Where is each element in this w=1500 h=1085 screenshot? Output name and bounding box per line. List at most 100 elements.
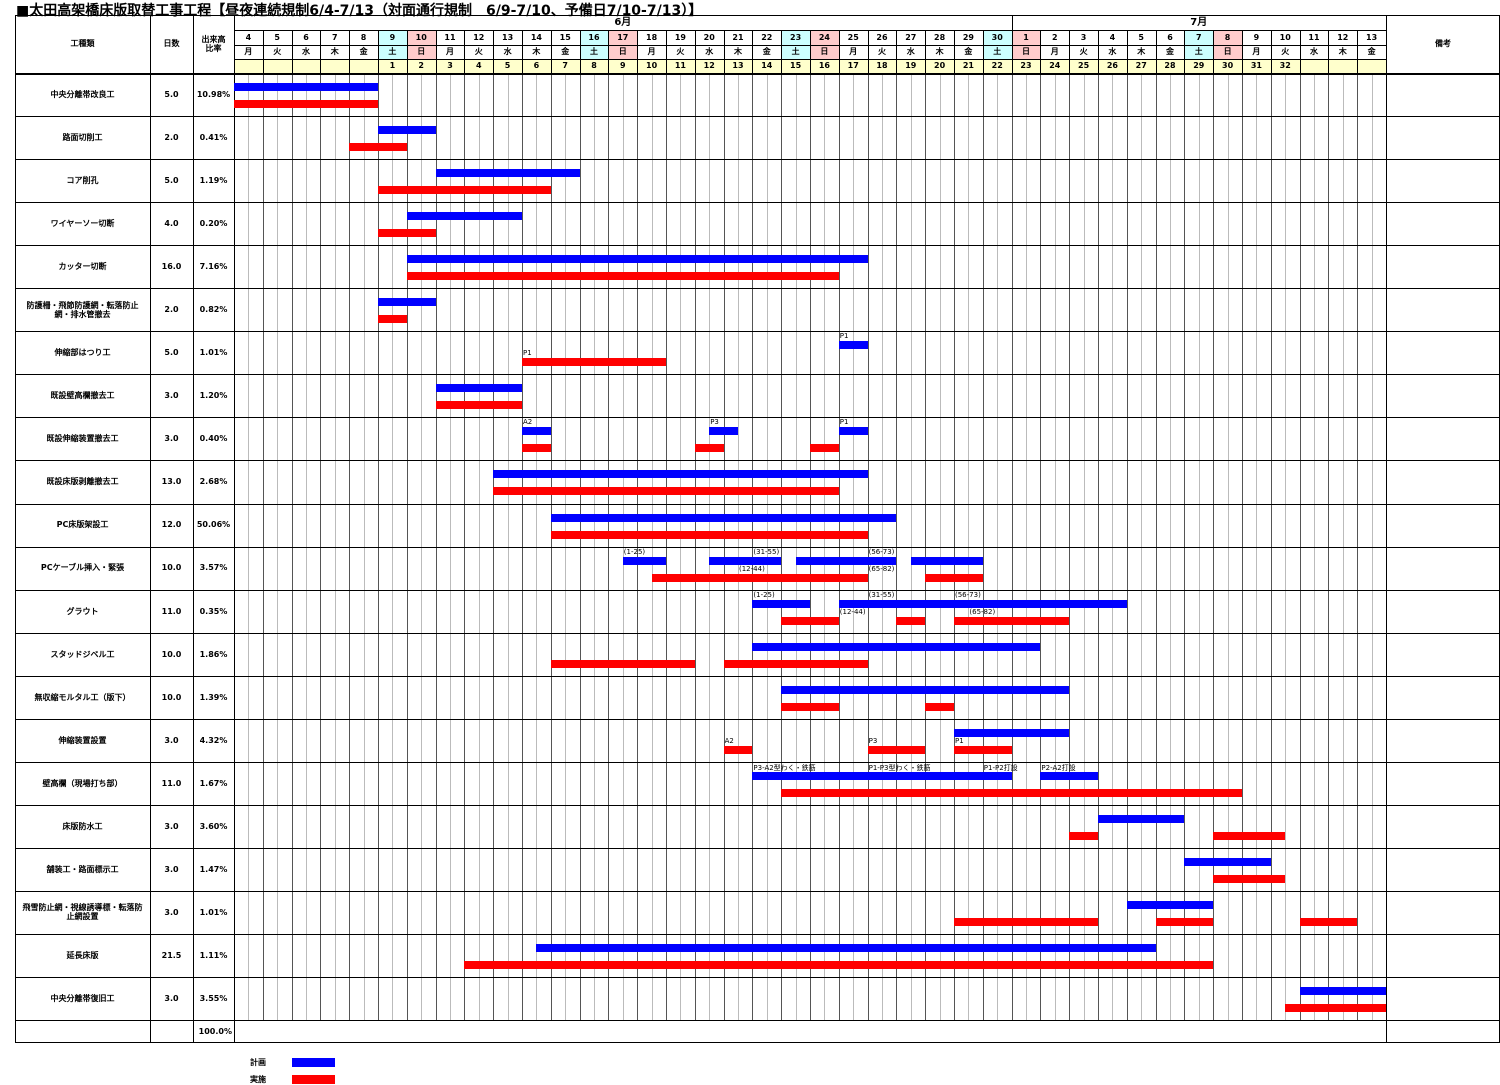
row-line (15, 718, 1500, 720)
bar-label: P3 (868, 736, 878, 745)
day-number: 20 (694, 30, 724, 45)
grid-line (435, 30, 437, 73)
actual-bar (522, 444, 551, 453)
day-number: 11 (435, 30, 465, 45)
day-weekday: 月 (1242, 45, 1271, 59)
task-ratio num: 1.47% (199, 864, 228, 874)
plan-bar (378, 298, 436, 307)
task-ratio num: 1.86% (199, 649, 228, 659)
day-weekday: 水 (291, 45, 321, 59)
day-sequence (1299, 59, 1329, 73)
day-number: 17 (608, 30, 638, 45)
bar-label: P1-P2打設 (983, 763, 1018, 772)
task-ratio num: 0.35% (199, 606, 228, 616)
row-line (15, 761, 1500, 763)
day-number: 4 (234, 30, 263, 45)
task-days num: 3.0 (164, 993, 179, 1003)
row-line (15, 331, 1500, 333)
header-ratio: 出来高比率 (201, 34, 226, 53)
day-number: 3 (1069, 30, 1098, 45)
day-weekday: 金 (954, 45, 983, 59)
task-ratio num: 0.20% (199, 219, 228, 229)
day-weekday: 金 (550, 45, 580, 59)
row-line (15, 116, 1500, 118)
header-days: 日数 (163, 39, 180, 49)
task-days num: 3.0 (164, 434, 179, 444)
plan-bar (378, 126, 436, 135)
task-days num: 2.0 (164, 132, 179, 142)
day-weekday: 木 (925, 45, 954, 59)
row-line (15, 1020, 1500, 1022)
day-weekday: 土 (1184, 45, 1214, 59)
plan-bar (838, 427, 868, 436)
day-sequence: 24 (1040, 59, 1070, 73)
task-days num: 13.0 (161, 477, 182, 487)
grid-line (666, 30, 667, 73)
task-days num: 16.0 (161, 262, 182, 272)
day-weekday: 月 (637, 45, 666, 59)
plan-bar (838, 341, 868, 350)
actual-bar (349, 143, 407, 152)
actual-bar (234, 100, 378, 108)
day-number: 25 (838, 30, 868, 45)
actual-bar (1299, 917, 1358, 926)
day-weekday: 水 (493, 45, 522, 59)
plan-bar (1126, 900, 1214, 909)
bar-label: (31-55) (753, 547, 780, 556)
day-sequence: 3 (435, 59, 465, 73)
actual-bar (781, 702, 839, 711)
row-line (15, 977, 1500, 979)
task-name: PC床版架設工 (56, 520, 109, 530)
plan-bar (781, 685, 1070, 694)
day-sequence (1357, 59, 1386, 73)
header-line (234, 45, 1386, 46)
day-number: 7 (1184, 30, 1214, 45)
actual-bar (781, 616, 839, 625)
day-number: 8 (349, 30, 378, 45)
grid-line (1213, 30, 1215, 73)
task-name: 防護柵・飛節防護網・転落防止網・排水管撤去 (26, 300, 139, 319)
grid-line (1328, 30, 1330, 73)
row-line (15, 417, 1500, 419)
task-ratio num: 3.55% (199, 993, 228, 1003)
day-number: 1 (1011, 30, 1041, 45)
legend-swatch-plan (292, 1058, 335, 1067)
day-number: 5 (262, 30, 292, 45)
task-days num: 3.0 (164, 735, 179, 745)
task-days num: 3.0 (164, 864, 179, 874)
day-weekday: 水 (896, 45, 926, 59)
task-days num: 3.0 (164, 391, 179, 401)
task-days num: 21.5 (161, 950, 182, 960)
plan-bar (435, 384, 522, 393)
task-ratio num: 50.06% (196, 520, 231, 530)
day-number: 8 (1213, 30, 1242, 45)
day-weekday: 水 (1299, 45, 1329, 59)
grid-line (1098, 30, 1099, 73)
grid-line (378, 30, 379, 73)
day-weekday: 木 (1126, 45, 1156, 59)
task-ratio num: 4.32% (199, 735, 228, 745)
day-number: 13 (1357, 30, 1386, 45)
actual-bar (781, 788, 1242, 797)
task-ratio num: 1.39% (199, 692, 228, 702)
grid-line (694, 30, 696, 73)
task-name: 既設床版剥離撤去工 (46, 477, 119, 487)
grid-line (320, 30, 322, 73)
task-name: 中央分離帯改良工 (50, 89, 115, 99)
task-name: 壁高欄（現場打ち部） (42, 778, 123, 788)
day-sequence: 30 (1213, 59, 1242, 73)
grid-line (1155, 30, 1157, 73)
task-days num: 3.0 (164, 821, 179, 831)
day-sequence: 8 (579, 59, 609, 73)
task-days num: 5.0 (164, 176, 179, 186)
task-name: 延長床版 (66, 950, 99, 960)
bar-label: P1 (955, 736, 964, 745)
task-name: 舗装工・路面標示工 (46, 864, 119, 874)
row-line (15, 847, 1500, 849)
task-name: コア削孔 (66, 176, 99, 186)
day-sequence: 29 (1184, 59, 1214, 73)
actual-bar (954, 616, 1070, 625)
plan-bar (910, 556, 983, 565)
day-number: 30 (982, 30, 1012, 45)
header-line (234, 30, 1386, 31)
